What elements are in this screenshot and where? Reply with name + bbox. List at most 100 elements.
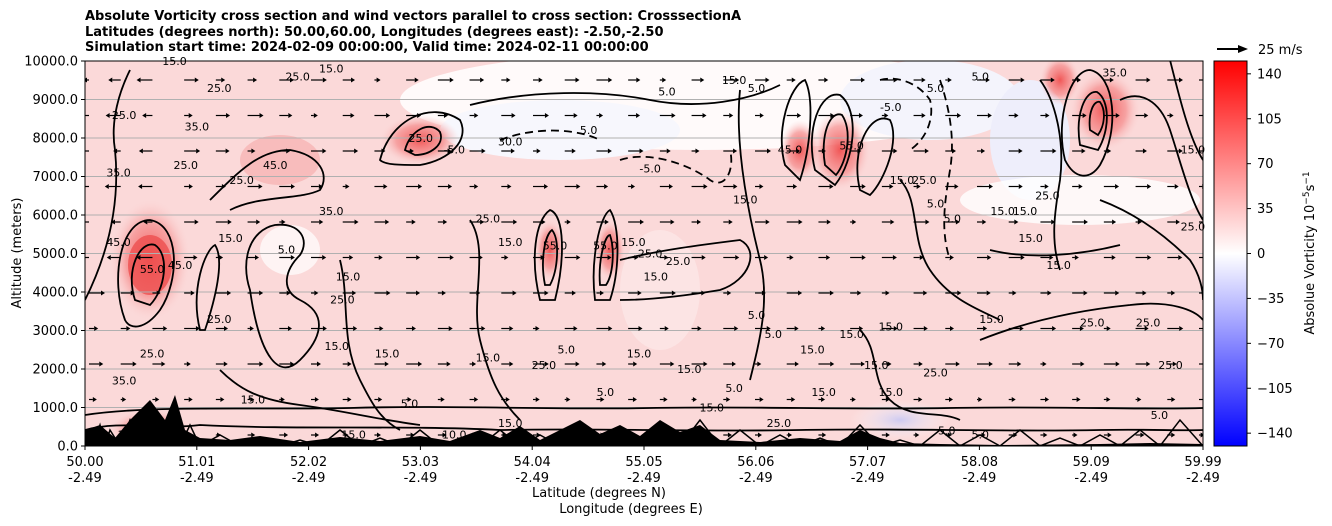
wind-vector-head [761,290,766,296]
wind-vector-head [219,255,224,260]
y-tick-label: 1000.0 [33,401,79,416]
wind-vector-head [256,219,261,225]
wind-vector-head [1106,397,1111,402]
contour-label: 45.0 [778,143,803,156]
wind-vector-head [851,397,856,402]
wind-vector-head [136,77,141,83]
wind-vector-head [764,255,769,260]
wind-vector-head [1115,361,1120,367]
wind-vector-head [290,77,295,83]
colorbar-tick-label: −70 [1257,337,1284,352]
wind-vector-head [728,219,733,225]
wind-vector-head [319,219,324,225]
colorbar-tick-label: 70 [1257,157,1274,172]
wind-vector-head [1018,148,1023,154]
wind-vector-head [1172,361,1177,367]
terrain-silhouette [85,395,1203,446]
wind-vector-head [1077,77,1082,83]
x-axis-label-latitude: Latitude (degrees N) [532,486,666,501]
wind-vector-head [414,77,419,83]
wind-vector-head [1142,148,1147,154]
x-tick-label-lat: 59.99 [1184,455,1221,470]
wind-vector-head [225,148,230,154]
wind-vector-head [793,184,798,189]
wind-vector-head [386,113,391,118]
wind-vector-head [250,397,255,402]
x-tick-label-lat: 57.07 [849,455,886,470]
contour-label: 15.0 [890,174,915,187]
x-tick-label-lat: 54.04 [514,455,551,470]
contour-label: 15.0 [864,359,889,372]
wind-vector-head [353,326,358,331]
wind-vector-head [1013,432,1018,438]
wind-vector-head [915,432,920,438]
contour-label: -5.0 [444,143,465,156]
contour-label: 5.0 [927,197,945,210]
wind-vector-head [511,113,516,118]
wind-vector-head [474,184,479,189]
wind-vector-head [544,290,549,296]
contour-label: 15.0 [319,63,344,76]
wind-vector-head [1020,77,1025,83]
wind-vector-head [884,113,889,118]
contour-label: 5.0 [972,70,990,83]
contour-label: 15.0 [498,236,523,249]
wind-vector-head [1045,397,1050,402]
wind-vector-head [1042,361,1047,367]
contour-label: 15.0 [879,321,904,334]
contour-label: 25.0 [173,159,198,172]
wind-vector-head [599,113,604,118]
wind-vector-head [1020,255,1025,260]
wind-vector-head [544,113,549,118]
wind-vector-head [447,148,452,154]
contour-label: 15.0 [811,386,836,399]
contour-label: 5.0 [972,428,990,441]
wind-vector-head [988,361,993,367]
wind-vector-head [290,361,295,367]
wind-vector-head [923,326,928,331]
wind-vector-head [1014,219,1019,225]
contour-label: 15.0 [839,328,864,341]
wind-vector-head [733,148,738,154]
wind-vector-head [1111,255,1116,260]
colorbar-ticks: 140 105 70 35 0 −35 −70 −105 −140 [1247,67,1293,442]
wind-vector-head [316,361,321,367]
x-tick-label-lon: -2.49 [1074,471,1108,486]
wind-vector-head [220,397,225,402]
contour-label: 15.0 [241,394,266,407]
contour-label: 25.0 [923,367,948,380]
wind-vector-head [1112,219,1117,225]
wind-vector-head [1018,184,1023,189]
wind-vector-head [860,361,865,367]
wind-vector-head [566,397,571,402]
wind-vector-head [821,326,826,331]
wind-vector-head [322,326,327,331]
wind-vector-head [861,255,866,260]
contour-label: 55.0 [839,140,864,153]
wind-vector-head [1174,184,1179,189]
wind-vector-head [854,432,859,438]
wind-vector-head [788,432,793,438]
wind-vector-head [544,184,549,189]
wind-vector-head [1115,113,1120,118]
wind-vector-head [671,290,676,296]
wind-vector-head [1014,113,1019,118]
wind-vector-head [410,432,415,438]
wind-vector-head [196,148,201,154]
wind-vector-head [481,148,486,154]
wind-vector-head [631,184,636,189]
title-line-2: Latitudes (degrees north): 50.00,60.00, … [85,24,664,40]
wind-vector-head [161,361,166,367]
wind-vector-head [889,184,894,189]
x-tick-label-lon: -2.49 [292,471,326,486]
contour-label: 15.0 [644,270,669,283]
wind-vector-head [313,113,318,118]
wind-vector-head [1076,397,1081,402]
wind-vector-head [954,184,959,189]
wind-vector-head [315,432,320,438]
wind-vector-head [957,290,962,296]
wind-vector-head [376,432,381,438]
wind-vector-head [378,255,383,260]
wind-vector-head [290,184,295,189]
wind-vector-head [892,255,897,260]
